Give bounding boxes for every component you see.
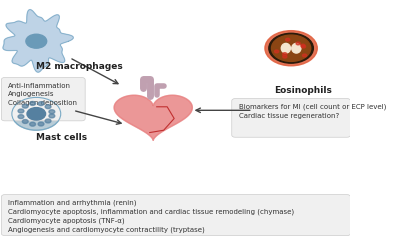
Circle shape	[301, 44, 305, 47]
Circle shape	[49, 114, 55, 118]
Circle shape	[18, 109, 24, 113]
Polygon shape	[3, 10, 73, 72]
Circle shape	[265, 31, 317, 66]
Circle shape	[12, 98, 61, 130]
Text: Eosinophils: Eosinophils	[274, 86, 332, 95]
Circle shape	[38, 122, 44, 126]
Circle shape	[283, 55, 287, 58]
Circle shape	[30, 122, 36, 126]
Circle shape	[18, 115, 24, 119]
Circle shape	[286, 38, 290, 41]
Circle shape	[49, 110, 55, 114]
Circle shape	[302, 54, 307, 57]
Circle shape	[27, 108, 46, 120]
Polygon shape	[114, 95, 192, 140]
Polygon shape	[114, 95, 192, 140]
Circle shape	[38, 102, 44, 106]
Circle shape	[26, 34, 47, 48]
Circle shape	[30, 101, 36, 106]
Ellipse shape	[292, 43, 301, 53]
Circle shape	[302, 45, 306, 48]
Text: M2 macrophages: M2 macrophages	[36, 62, 123, 71]
FancyBboxPatch shape	[1, 195, 350, 236]
Text: Biomarkers for MI (cell count or ECP level)
Cardiac tissue regeneration?: Biomarkers for MI (cell count or ECP lev…	[239, 104, 386, 119]
Circle shape	[22, 120, 28, 123]
Circle shape	[45, 105, 51, 109]
FancyBboxPatch shape	[232, 98, 350, 137]
Circle shape	[272, 35, 311, 61]
Text: Mast cells: Mast cells	[36, 133, 88, 142]
Text: Inflammation and arrhythmia (renin)
Cardiomyocyte apoptosis, inflammation and ca: Inflammation and arrhythmia (renin) Card…	[8, 200, 294, 233]
Circle shape	[269, 33, 313, 63]
FancyBboxPatch shape	[1, 77, 85, 121]
Circle shape	[274, 50, 279, 53]
Ellipse shape	[281, 43, 290, 53]
Circle shape	[283, 53, 287, 55]
Circle shape	[22, 104, 28, 108]
Circle shape	[45, 119, 51, 123]
Text: Anti-inflammation
Angiogenesis
Collagen deposition: Anti-inflammation Angiogenesis Collagen …	[8, 83, 77, 106]
Circle shape	[296, 42, 300, 45]
